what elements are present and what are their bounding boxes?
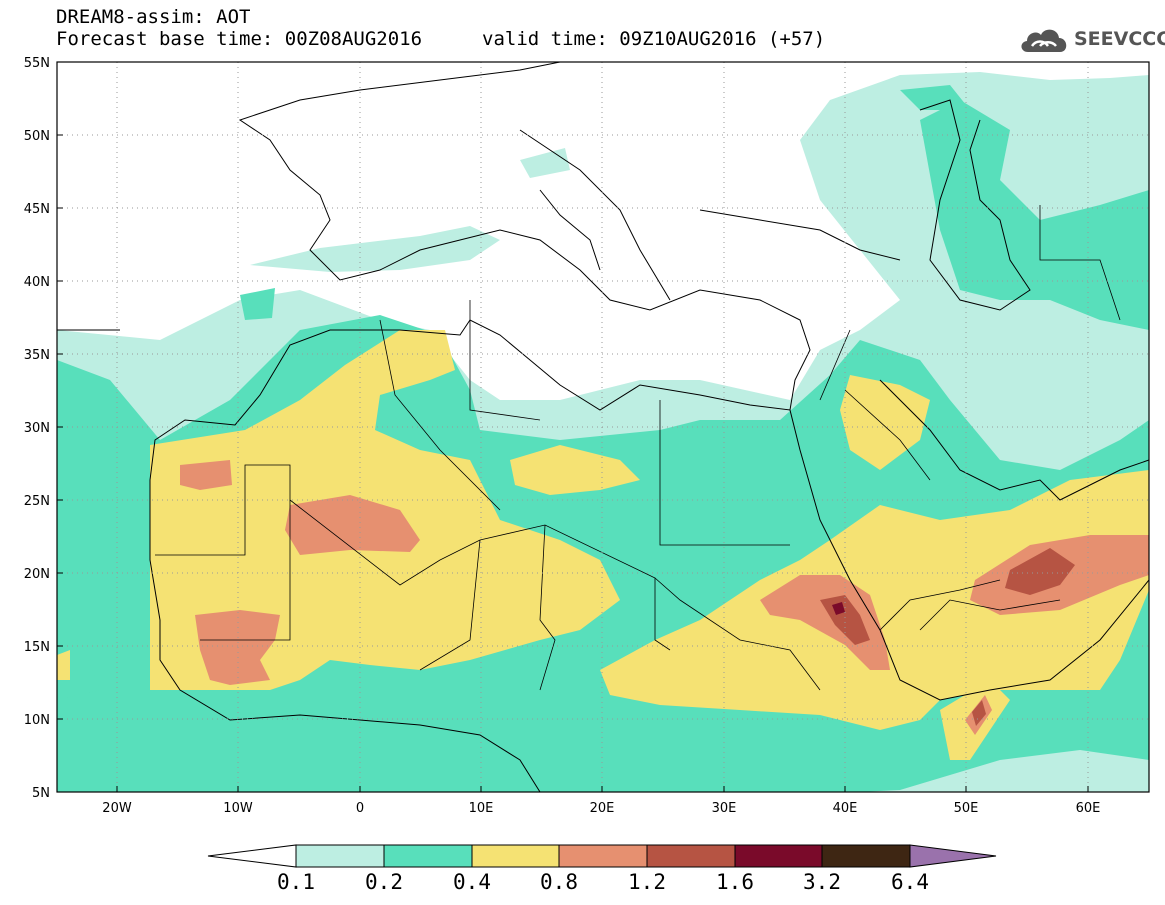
cloud-icon <box>1021 29 1067 52</box>
colorbar-label: 0.2 <box>365 870 403 894</box>
axis-ticks <box>57 61 1089 793</box>
lon-label: 40E <box>833 801 858 816</box>
lat-label: 10N <box>24 713 50 728</box>
colorbar-label: 6.4 <box>891 870 929 894</box>
lon-label: 10E <box>469 801 494 816</box>
lon-label: 10W <box>223 801 253 816</box>
colorbar-swatch <box>558 844 648 868</box>
lat-label: 20N <box>24 567 50 582</box>
colorbar-below-triangle <box>207 844 297 868</box>
colorbar-label: 1.2 <box>628 870 666 894</box>
lon-label: 0 <box>356 801 364 816</box>
color-bar <box>207 844 997 868</box>
colorbar-swatch <box>821 844 911 868</box>
map-title: DREAM8-assim: AOT <box>56 6 251 28</box>
lat-label: 5N <box>32 786 50 801</box>
lat-labels: 55N 50N 45N 40N 35N 30N 25N 20N 15N 10N … <box>24 56 50 801</box>
aot-field <box>57 72 1149 792</box>
colorbar-label: 0.8 <box>540 870 578 894</box>
aot-band-1.2 <box>820 548 1075 726</box>
lon-label: 50E <box>954 801 979 816</box>
lon-labels: 20W 10W 0 10E 20E 30E 40E 50E 60E <box>102 801 1100 816</box>
lat-label: 35N <box>24 348 50 363</box>
lon-label: 20W <box>102 801 132 816</box>
seevccc-logo: SEEVCCC <box>1018 22 1165 56</box>
lat-label: 15N <box>24 640 50 655</box>
lat-label: 45N <box>24 202 50 217</box>
lat-label: 55N <box>24 56 50 71</box>
colorbar-swatch <box>646 844 736 868</box>
colorbar-swatch <box>383 844 473 868</box>
lon-label: 20E <box>590 801 615 816</box>
logo-text: SEEVCCC <box>1074 28 1165 50</box>
colorbar-label: 1.6 <box>716 870 754 894</box>
lon-label: 60E <box>1076 801 1101 816</box>
colorbar-swatch <box>734 844 823 868</box>
lat-label: 40N <box>24 275 50 290</box>
lat-label: 50N <box>24 129 50 144</box>
colorbar-label: 3.2 <box>803 870 841 894</box>
grid-lines <box>57 62 1149 792</box>
colorbar-above-triangle <box>909 844 997 868</box>
coastlines <box>57 62 1149 792</box>
valid-time: valid time: 09Z10AUG2016 (+57) <box>482 28 826 50</box>
colorbar-swatch <box>471 844 560 868</box>
colorbar-swatch <box>295 844 385 868</box>
aot-band-1.6 <box>832 602 845 615</box>
colorbar-label: 0.4 <box>453 870 491 894</box>
colorbar-label: 0.1 <box>277 870 315 894</box>
forecast-base-time: Forecast base time: 00Z08AUG2016 <box>56 28 423 50</box>
country-borders <box>155 205 1121 691</box>
lat-label: 30N <box>24 421 50 436</box>
lon-label: 30E <box>712 801 737 816</box>
lat-label: 25N <box>24 494 50 509</box>
